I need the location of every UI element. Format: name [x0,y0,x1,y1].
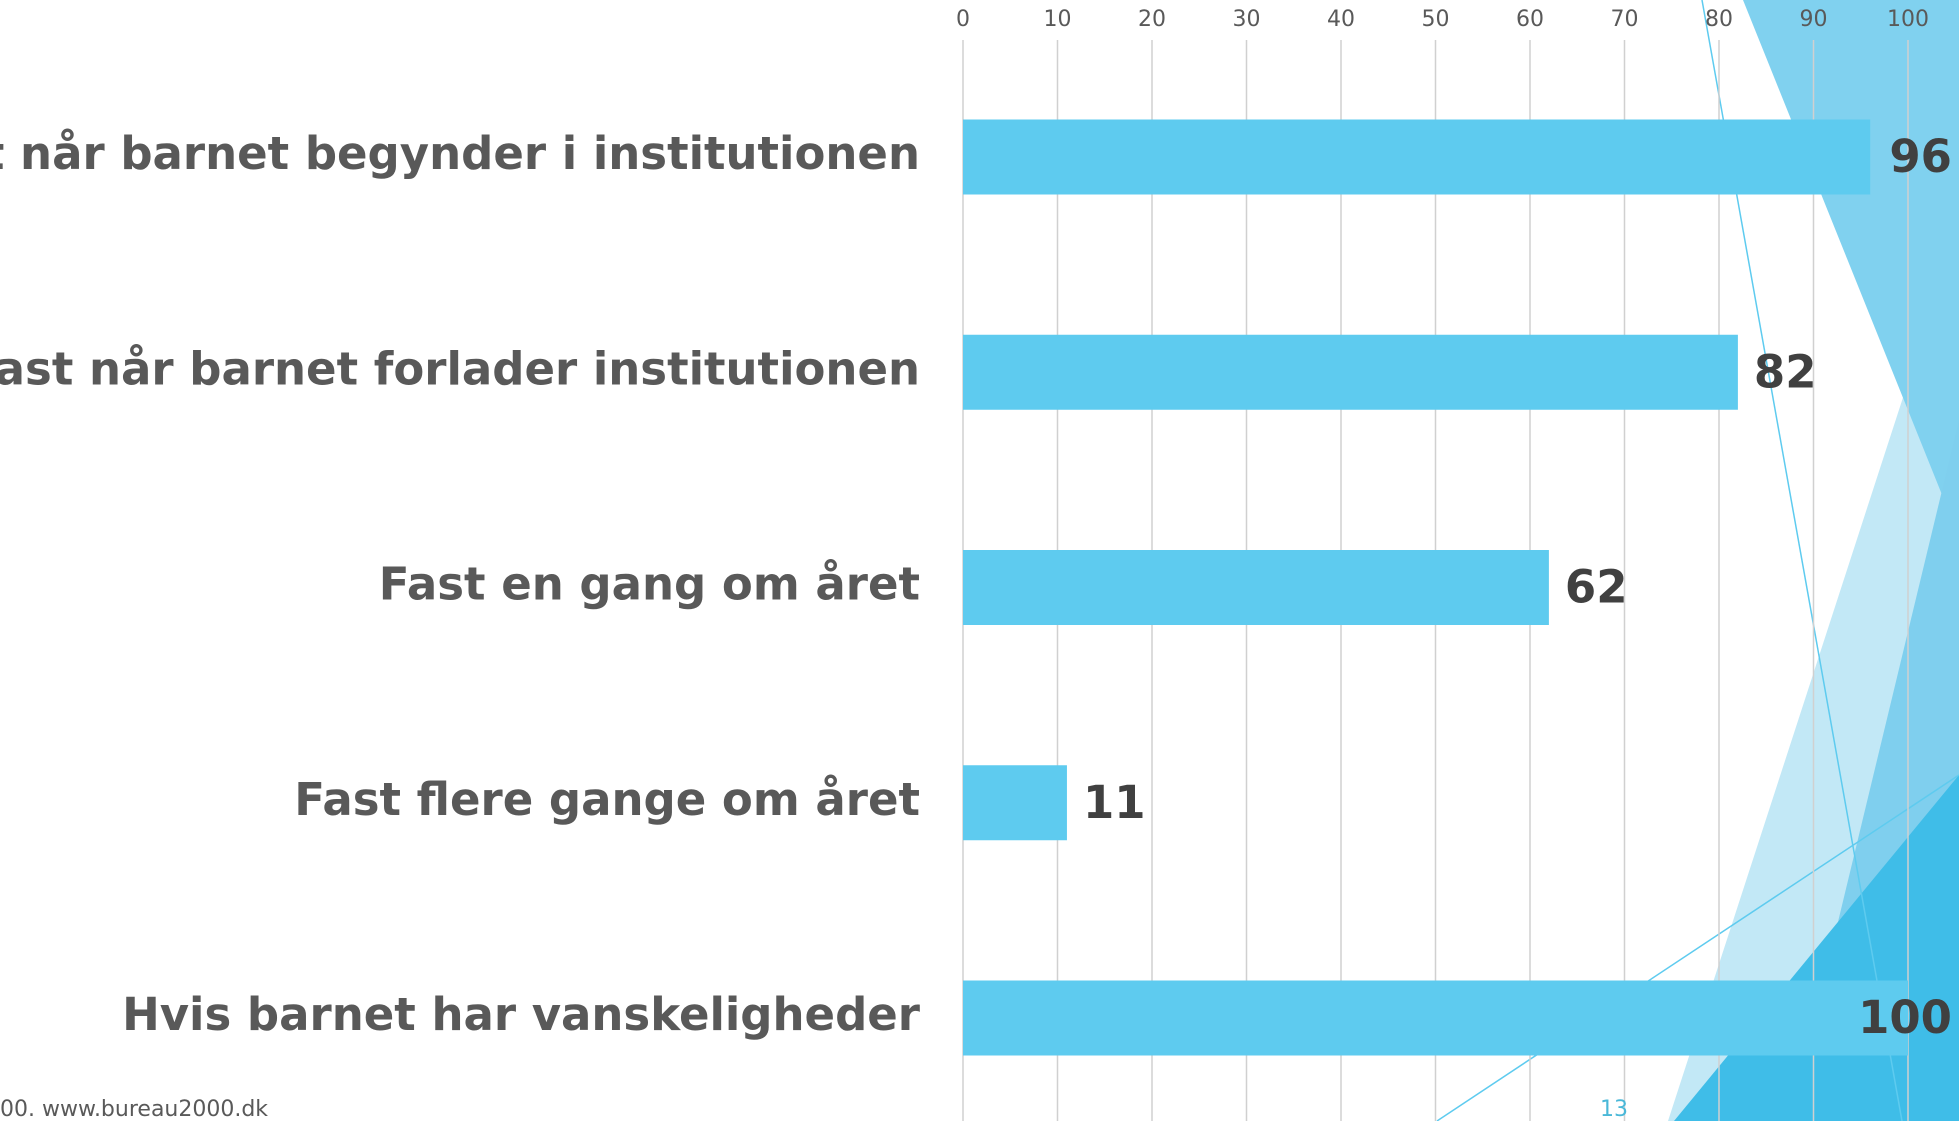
bar [963,980,1908,1056]
y-tick-label: Hvis barnet har vanskeligheder [122,988,921,1041]
value-label: 96 [1889,130,1952,183]
x-tick-label: 70 [1611,7,1639,32]
y-tick-label: Fast flere gange om året [294,773,920,826]
x-tick-label: 40 [1327,7,1355,32]
bar [963,334,1738,410]
bar [963,765,1067,841]
x-tick-label: 30 [1233,7,1261,32]
bar [963,550,1549,625]
value-label: 82 [1754,345,1817,398]
x-tick-label: 50 [1422,7,1450,32]
y-tick-label: Fast når barnet forlader institutionen [0,342,920,395]
x-tick-label: 100 [1887,7,1929,32]
value-label: 62 [1565,561,1628,614]
x-tick-label: 80 [1705,7,1733,32]
value-label: 100 [1858,991,1952,1044]
x-tick-label: 60 [1516,7,1544,32]
bar [963,119,1871,195]
page-number: 13 [1600,1097,1628,1121]
x-tick-label: 10 [1044,7,1072,32]
y-tick-label: Fast når barnet begynder i institutionen [0,127,920,180]
x-tick-label: 20 [1138,7,1166,32]
value-label: 11 [1083,776,1146,829]
y-tick-label: Fast en gang om året [379,558,920,611]
x-tick-label: 0 [956,7,970,32]
decor-line [1436,774,1959,1121]
x-tick-label: 90 [1800,7,1828,32]
footer-source: 00. www.bureau2000.dk [0,1097,268,1121]
